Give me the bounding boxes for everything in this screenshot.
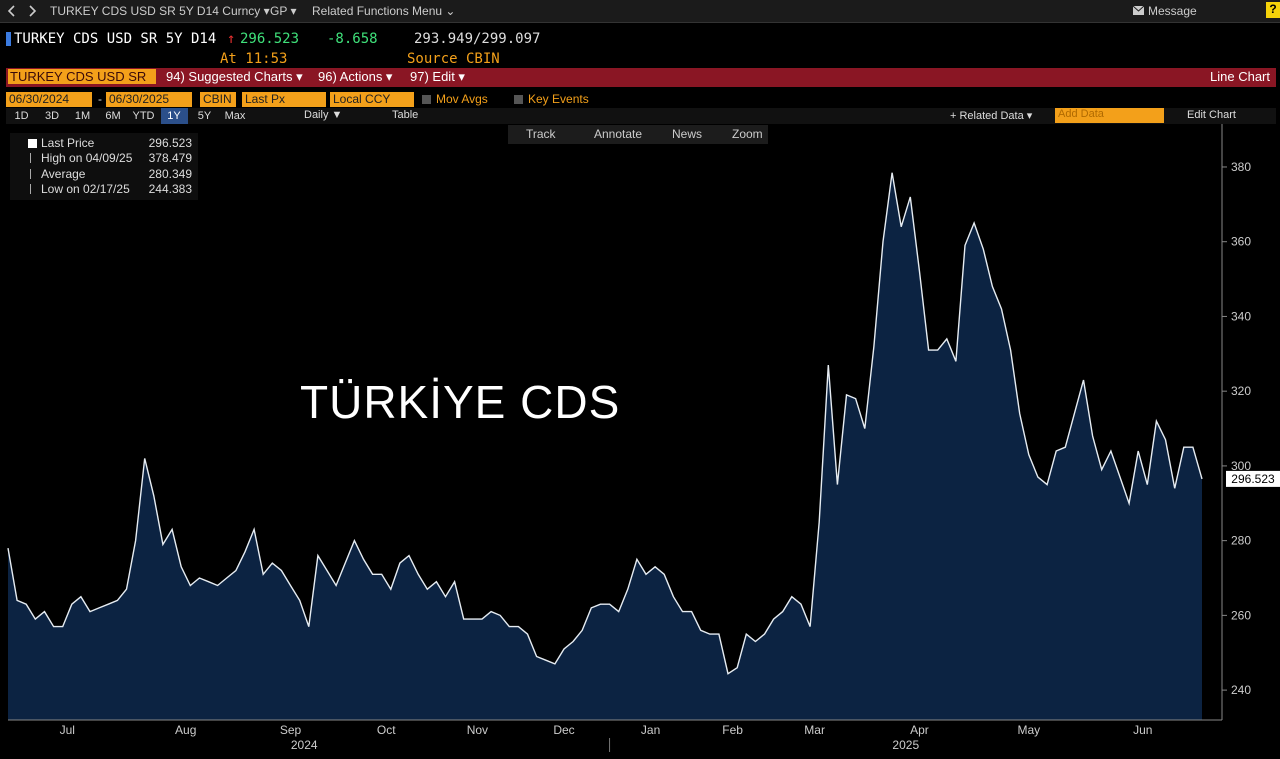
chart: 240 260 280 300 320 340 360 380 296.523 Jul Aug Sep… — [7, 124, 1280, 752]
help-button[interactable]: ? — [1266, 2, 1280, 18]
end-date[interactable]: 06/30/2025 — [106, 92, 192, 107]
last-price: 296.523 — [240, 31, 300, 47]
related-menu[interactable]: Related Functions Menu ⌄ — [312, 4, 456, 18]
stat-value: 244.383 — [148, 182, 192, 196]
nav-arrows[interactable] — [6, 5, 40, 17]
line — [7, 172, 1203, 675]
x-tick-label: Aug — [175, 723, 196, 737]
table-button[interactable]: Table — [392, 109, 419, 121]
gp-menu[interactable]: GP ▾ — [270, 4, 297, 18]
field-select[interactable]: Last Px — [242, 92, 326, 107]
x-tick-label: Mar — [804, 723, 825, 737]
x-tick-label: Nov — [467, 723, 488, 737]
year-label: 2025 — [892, 738, 919, 752]
start-date[interactable]: 06/30/2024 — [6, 92, 92, 107]
stat-row: High on 04/09/25 378.479 — [10, 151, 198, 166]
legend-swatch — [28, 139, 37, 148]
period-button[interactable]: 1Y — [160, 108, 188, 124]
date-separator: - — [98, 92, 102, 106]
stat-label: Average — [41, 166, 86, 181]
direction: ↑ — [227, 31, 236, 47]
annotation: TÜRKİYE CDS — [300, 376, 620, 428]
marker — [6, 32, 11, 46]
x-tick-label: Apr — [910, 723, 929, 737]
y-tick-label: 260 — [1231, 608, 1251, 622]
y-tick-label: 360 — [1231, 235, 1251, 249]
quote-header: TURKEY CDS USD SR 5Y D14 ↑ 296.523 -8.65… — [0, 28, 1280, 68]
bid-ask: 293.949/299.097 — [414, 31, 541, 47]
frequency[interactable]: Daily ▼ — [304, 109, 343, 121]
stat-value: 378.479 — [148, 151, 192, 165]
period-button[interactable]: 3D — [44, 110, 60, 122]
stat-value: 280.349 — [148, 166, 192, 181]
stat-label: High on 04/09/25 — [41, 151, 133, 165]
x-tick-label: Sep — [280, 723, 302, 737]
chart-tool[interactable]: Annotate — [594, 127, 643, 141]
y-tick-label: 300 — [1231, 459, 1251, 473]
chart-tool[interactable]: News — [672, 127, 703, 141]
currency-select[interactable]: Local CCY — [330, 92, 414, 107]
year-label: 2024 — [291, 738, 318, 752]
chart-toolbar: Track Annotate News Zoom — [508, 125, 768, 144]
source-field[interactable]: CBIN — [200, 92, 236, 107]
chart-tool[interactable]: Track — [526, 127, 556, 141]
add-data[interactable]: Add Data — [1055, 108, 1164, 123]
menu-bar: TURKEY CDS USD SR Line Chart 94) Suggest… — [6, 68, 1276, 87]
quote-source: Source CBIN — [407, 51, 500, 67]
edit-chart[interactable]: Edit Chart — [1187, 109, 1236, 121]
legend-value: 296.523 — [148, 136, 192, 150]
menu-item[interactable]: 97) Edit ▾ — [410, 69, 465, 84]
last-value-label: 296.523 — [1231, 472, 1275, 486]
period-button[interactable]: YTD — [132, 110, 155, 122]
controls: 06/30/2024 - 06/30/2025 CBIN Last Px Loc… — [6, 92, 1276, 108]
x-tick-label: Jun — [1133, 723, 1152, 737]
area — [8, 172, 1202, 720]
legend-label: Last Price — [41, 136, 95, 150]
y-tick-label: 380 — [1231, 160, 1251, 174]
stat-icon — [30, 184, 31, 194]
legend: Last Price 296.523 High on 04/09/25 378.4… — [10, 133, 198, 200]
message-button[interactable]: Message — [1148, 4, 1197, 18]
period-button[interactable]: Max — [224, 110, 246, 122]
period-button[interactable]: 5Y — [197, 110, 212, 122]
stat-row: Low on 02/17/25 244.383 — [10, 182, 198, 197]
security-menu[interactable]: TURKEY CDS USD SR 5Y D14 Curncy ▾ — [50, 4, 270, 18]
x-tick-label: May — [1017, 723, 1040, 737]
menu-item[interactable]: 94) Suggested Charts ▾ — [166, 69, 303, 84]
x-tick-label: Oct — [377, 723, 396, 737]
x-tick-label: Jan — [641, 723, 660, 737]
stat-label: Low on 02/17/25 — [41, 182, 130, 196]
chart-type[interactable]: Line Chart — [1210, 69, 1270, 84]
stat-row: Average 280.349 — [10, 167, 198, 182]
stat-icon — [30, 153, 31, 163]
chart-tool[interactable]: Zoom — [732, 127, 763, 141]
period-bar: Daily ▼ Table + Related Data ▾ Add Data … — [6, 108, 1276, 124]
period-button[interactable]: 1D — [14, 110, 29, 122]
related-data[interactable]: + Related Data ▾ — [950, 110, 1033, 122]
last-value-tag — [1226, 470, 1280, 487]
checkbox[interactable]: Key Events — [514, 92, 589, 106]
legend-row: Last Price 296.523 — [10, 136, 198, 151]
y-tick-label: 320 — [1231, 384, 1251, 398]
stat-icon — [30, 168, 31, 179]
change: -8.658 — [327, 31, 378, 47]
period-button[interactable]: 6M — [105, 110, 121, 122]
y-tick-label: 340 — [1231, 309, 1251, 323]
x-tick-label: Jul — [60, 723, 75, 737]
period-button[interactable]: 1M — [74, 110, 91, 122]
menu-item[interactable]: 96) Actions ▾ — [318, 69, 393, 84]
checkbox[interactable]: Mov Avgs — [422, 92, 488, 106]
message-icon — [1133, 6, 1145, 15]
quote-name: TURKEY CDS USD SR 5Y D14 — [14, 31, 217, 47]
ticker-field[interactable]: TURKEY CDS USD SR — [8, 69, 156, 84]
top-bar: TURKEY CDS USD SR 5Y D14 Curncy ▾ GP ▾ R… — [0, 0, 1280, 23]
x-tick-label: Dec — [553, 723, 574, 737]
x-tick-label: Feb — [722, 723, 743, 737]
y-tick-label: 280 — [1231, 534, 1251, 548]
quote-time: At 11:53 — [220, 51, 288, 67]
y-tick-label: 240 — [1231, 683, 1251, 697]
